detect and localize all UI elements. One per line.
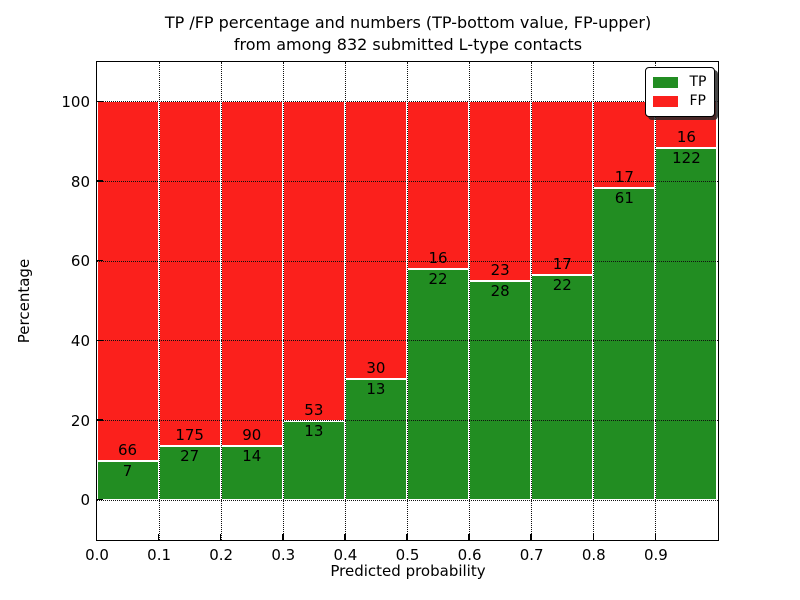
bar-value-tp: 13 bbox=[304, 422, 324, 441]
legend-label: TP bbox=[689, 74, 707, 90]
bar-segment-fp bbox=[96, 101, 159, 462]
chart-title: TP /FP percentage and numbers (TP-bottom… bbox=[96, 12, 720, 56]
bar-value-tp: 22 bbox=[428, 270, 448, 289]
bar-segment-tp bbox=[96, 461, 159, 500]
bar-value-tp: 61 bbox=[614, 189, 634, 208]
bar-segment-tp bbox=[469, 280, 532, 500]
bar-segment-tp bbox=[593, 188, 656, 500]
bar-segment-tp bbox=[158, 446, 221, 500]
bar-value-fp: 90 bbox=[242, 426, 262, 445]
bar-segment-tp bbox=[655, 147, 718, 500]
bar-value-tp: 7 bbox=[122, 462, 133, 481]
x-tick-label: 0.5 bbox=[395, 546, 420, 564]
gridline-vertical bbox=[469, 61, 471, 540]
bar-value-tp: 28 bbox=[490, 281, 510, 300]
bar-value-fp: 30 bbox=[366, 359, 386, 378]
bar-segment-fp bbox=[531, 101, 594, 275]
y-axis-label: Percentage bbox=[15, 258, 33, 344]
bar-value-fp: 16 bbox=[428, 249, 448, 268]
y-tick-label: 60 bbox=[70, 252, 90, 271]
plot-area: TP FP 66 7 175 27 90 14 53 13 30 13 16 22 23 28 17 22 17 6… bbox=[95, 60, 719, 541]
legend-swatch-fp bbox=[652, 95, 678, 107]
bar-value-fp: 175 bbox=[175, 426, 204, 445]
gridline-vertical bbox=[282, 61, 284, 540]
gridline-vertical bbox=[655, 61, 657, 540]
y-tick-mark bbox=[96, 259, 103, 262]
y-tick-label: 40 bbox=[70, 331, 90, 350]
x-tick-label: 0.7 bbox=[519, 546, 544, 564]
bar-segment-tp bbox=[344, 379, 407, 500]
x-tick-label: 0.8 bbox=[581, 546, 606, 564]
x-tick-label: 0.6 bbox=[457, 546, 482, 564]
y-tick-mark bbox=[96, 180, 103, 182]
legend-item: TP bbox=[652, 73, 707, 92]
bar-segment-fp bbox=[158, 101, 221, 447]
gridline-vertical bbox=[220, 61, 222, 540]
x-tick-mark bbox=[95, 533, 98, 540]
bar-value-tp: 22 bbox=[552, 275, 572, 294]
legend: TP FP bbox=[644, 66, 715, 117]
bar-value-fp: 53 bbox=[304, 401, 324, 420]
y-tick-mark bbox=[96, 339, 103, 342]
bar-segment-fp bbox=[407, 101, 470, 270]
y-tick-mark bbox=[96, 100, 103, 103]
legend-item: FP bbox=[652, 92, 707, 111]
x-axis-label: Predicted probability bbox=[330, 562, 486, 580]
chart-title-line1: TP /FP percentage and numbers (TP-bottom… bbox=[164, 13, 652, 32]
bar-value-fp: 16 bbox=[676, 127, 696, 146]
gridline-vertical bbox=[344, 61, 346, 540]
x-tick-mark bbox=[592, 533, 595, 540]
bar-segment-tp bbox=[531, 274, 594, 500]
legend-label: FP bbox=[689, 93, 707, 109]
y-tick-mark bbox=[96, 419, 103, 421]
chart-title-line2: from among 832 submitted L-type contacts bbox=[233, 35, 583, 54]
legend-swatch-tp bbox=[652, 76, 678, 88]
bar-segment-fp bbox=[344, 101, 407, 380]
bar-segment-fp bbox=[469, 101, 532, 281]
bar-segment-tp bbox=[407, 269, 470, 500]
x-tick-mark bbox=[530, 533, 532, 540]
bar-value-tp: 122 bbox=[672, 148, 701, 167]
x-tick-mark bbox=[219, 533, 222, 540]
y-tick-mark bbox=[96, 498, 103, 501]
bar-value-fp: 23 bbox=[490, 260, 510, 279]
x-tick-mark bbox=[406, 533, 408, 540]
x-tick-label: 0.0 bbox=[85, 546, 109, 564]
x-tick-mark bbox=[344, 533, 346, 540]
x-tick-label: 0.4 bbox=[333, 546, 358, 564]
bar-segment-fp bbox=[220, 101, 283, 447]
bar-value-fp: 17 bbox=[552, 254, 572, 273]
bar-value-tp: 13 bbox=[366, 380, 386, 399]
bar-value-tp: 27 bbox=[180, 447, 200, 466]
bar-value-fp: 66 bbox=[118, 441, 138, 460]
y-tick-label: 0 bbox=[80, 491, 90, 510]
x-tick-label: 0.1 bbox=[147, 546, 172, 564]
y-tick-label: 100 bbox=[61, 92, 90, 111]
bar-value-tp: 14 bbox=[242, 447, 262, 466]
gridline-vertical bbox=[531, 61, 533, 540]
gridline-vertical bbox=[593, 61, 595, 540]
x-tick-mark bbox=[654, 533, 657, 540]
x-tick-label: 0.3 bbox=[271, 546, 296, 564]
x-tick-mark bbox=[157, 533, 160, 540]
x-tick-label: 0.2 bbox=[209, 546, 234, 564]
y-tick-label: 20 bbox=[70, 411, 90, 430]
bar-value-fp: 17 bbox=[614, 168, 634, 187]
x-tick-label: 0.9 bbox=[643, 546, 668, 564]
x-tick-mark bbox=[468, 533, 470, 540]
gridline-vertical bbox=[407, 61, 408, 540]
y-tick-label: 80 bbox=[70, 172, 90, 191]
gridline-vertical bbox=[158, 61, 160, 540]
x-tick-mark bbox=[282, 533, 284, 540]
